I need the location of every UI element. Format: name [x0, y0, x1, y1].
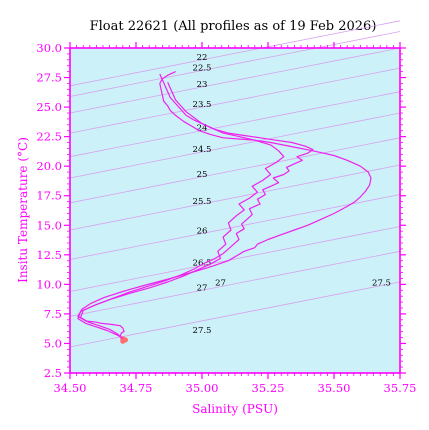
y-tick-label: 15.0 — [36, 218, 62, 232]
y-tick-label: 25.0 — [36, 100, 62, 114]
contour-line — [69, 47, 401, 114]
contour-line — [69, 226, 401, 292]
y-tick-label: 10.0 — [36, 277, 62, 291]
x-tick-label: 34.50 — [54, 381, 87, 395]
contour-label: 24 — [197, 124, 208, 134]
x-tick-label: 35.50 — [318, 381, 351, 395]
contour-label: 25.5 — [193, 197, 212, 207]
x-tick-label: 35.75 — [384, 381, 417, 395]
contour-label: 27 — [197, 283, 208, 293]
x-axis: 34.50 34.75 35.00 35.25 35.50 35.75 — [54, 42, 417, 395]
contour-label: 27.5 — [193, 326, 212, 336]
contour-label: 22.5 — [193, 64, 212, 74]
x-axis-label: Salinity (PSU) — [192, 402, 278, 416]
y-axis: 2.5 5.0 7.5 10.0 12.5 15.0 17.5 20.0 22.5 25.0 27.… — [36, 41, 406, 380]
contour-line — [69, 20, 401, 87]
contour-label: 23.5 — [193, 100, 212, 110]
profile-series — [77, 71, 372, 344]
contour-label: 24.5 — [193, 145, 212, 155]
x-tick-label: 35.25 — [252, 381, 285, 395]
contour-label: 22 — [197, 53, 208, 63]
y-tick-label: 2.5 — [44, 366, 62, 380]
contour-line — [69, 112, 401, 179]
contour-line — [69, 164, 401, 231]
x-tick-label: 34.75 — [120, 381, 153, 395]
x-tick-label: 35.00 — [186, 381, 219, 395]
contour-line — [69, 194, 401, 260]
contour-label: 26.5 — [193, 259, 212, 269]
contour-line — [69, 91, 401, 158]
contour-line — [69, 31, 401, 97]
y-axis-label: Insitu Temperature (°C) — [16, 137, 30, 283]
y-tick-label: 12.5 — [36, 248, 62, 262]
contour-label: 27 — [215, 279, 226, 289]
y-tick-label: 5.0 — [44, 336, 62, 350]
profile-line — [77, 71, 372, 342]
contour-label: 27.5 — [372, 279, 391, 289]
contour-label: 26 — [197, 227, 208, 237]
contour-line — [69, 67, 401, 134]
y-tick-label: 20.0 — [36, 159, 62, 173]
contour-line — [69, 281, 401, 348]
contour-line — [69, 250, 401, 317]
contour-label: 23 — [197, 80, 208, 90]
chart-title: Float 22621 (All profiles as of 19 Feb 2… — [90, 19, 377, 34]
y-tick-label: 22.5 — [36, 130, 62, 144]
contour-label: 25 — [197, 170, 208, 180]
y-tick-label: 7.5 — [44, 307, 62, 321]
y-tick-label: 27.5 — [36, 71, 62, 85]
y-tick-label: 17.5 — [36, 189, 62, 203]
profile-deep-point — [122, 337, 128, 343]
plot-background — [70, 48, 400, 373]
contour-line — [69, 137, 401, 204]
profile-line — [77, 82, 285, 341]
y-tick-label: 30.0 — [36, 41, 62, 55]
